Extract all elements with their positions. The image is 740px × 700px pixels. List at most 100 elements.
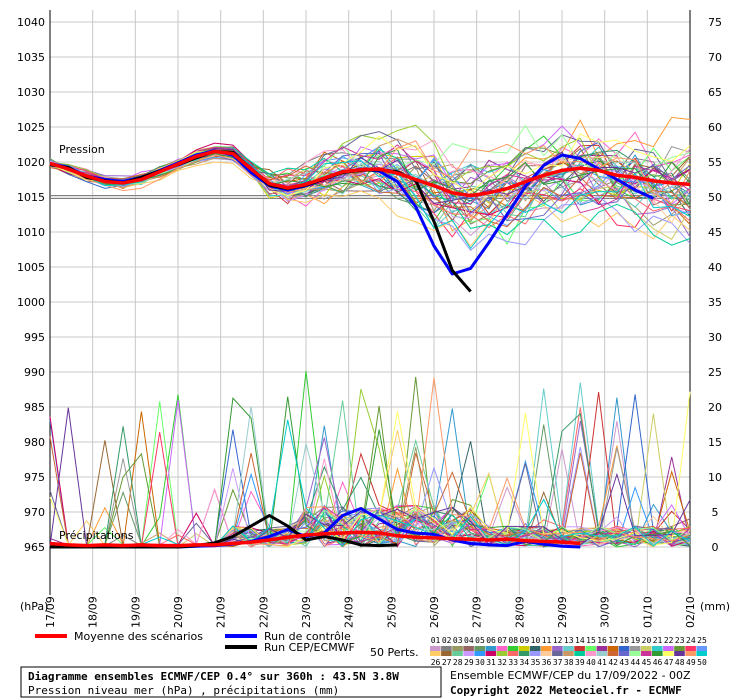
right-tick-label: 45 (708, 226, 722, 239)
member-color-cell (652, 646, 663, 651)
member-number: 20 (642, 636, 652, 645)
right-tick-label: 60 (708, 121, 722, 134)
member-number: 49 (686, 658, 696, 667)
x-tick-label: 29/09 (556, 596, 569, 628)
member-color-cell (607, 646, 619, 651)
left-tick-label: 975 (24, 471, 45, 484)
member-number: 04 (464, 636, 474, 645)
right-tick-label: 35 (708, 296, 722, 309)
member-number: 47 (664, 658, 674, 667)
member-number: 08 (508, 636, 518, 645)
x-tick-label: 26/09 (428, 596, 441, 628)
x-tick-label: 02/10 (684, 596, 697, 628)
left-tick-label: 1035 (17, 51, 45, 64)
member-color-cell (596, 651, 608, 656)
right-tick-label: 30 (708, 331, 722, 344)
member-number: 19 (631, 636, 641, 645)
member-color-cell (696, 651, 707, 656)
member-precip-line (49, 376, 691, 547)
right-tick-label: 50 (708, 191, 722, 204)
member-number: 24 (686, 636, 696, 645)
left-axis-unit: (hPa) (20, 600, 48, 613)
member-color-cell (563, 651, 574, 656)
member-number: 27 (442, 658, 452, 667)
member-pressure-line (49, 124, 691, 197)
member-number: 43 (619, 658, 629, 667)
member-number: 32 (497, 658, 507, 667)
left-tick-label: 1040 (17, 16, 45, 29)
right-tick-label: 25 (708, 366, 722, 379)
member-color-cell (552, 646, 563, 651)
member-color-cell (430, 646, 441, 651)
right-tick-label: 40 (708, 261, 722, 274)
member-color-cell (552, 651, 563, 656)
left-tick-label: 1025 (17, 121, 45, 134)
member-color-cell (674, 646, 685, 651)
x-tick-label: 20/09 (172, 596, 185, 628)
right-tick-label: 0 (712, 541, 719, 554)
footer-box (20, 666, 442, 698)
legend-swatch-mean (35, 634, 67, 638)
member-color-cell (430, 651, 441, 656)
member-color-cell (452, 646, 463, 651)
member-color-cell (629, 651, 641, 656)
member-number: 46 (653, 658, 663, 667)
x-tick-label: 17/09 (44, 596, 57, 628)
member-number: 35 (531, 658, 541, 667)
member-number: 38 (564, 658, 574, 667)
main-lines (49, 149, 691, 549)
member-number: 26 (431, 658, 441, 667)
member-color-cell (585, 646, 596, 651)
member-color-cell (541, 651, 552, 656)
member-number: 41 (597, 658, 607, 667)
member-color-cell (685, 646, 696, 651)
member-number: 09 (520, 636, 530, 645)
x-tick-label: 19/09 (129, 596, 142, 628)
member-color-cell (663, 646, 674, 651)
member-number: 39 (575, 658, 585, 667)
member-number: 33 (508, 658, 518, 667)
member-color-cell (574, 651, 585, 656)
member-number: 34 (520, 658, 530, 667)
member-number: 01 (431, 636, 441, 645)
member-color-cell (640, 646, 652, 651)
left-tick-label: 970 (24, 506, 45, 519)
member-number: 21 (653, 636, 663, 645)
member-number: 03 (453, 636, 463, 645)
x-tick-label: 27/09 (471, 596, 484, 628)
member-number: 12 (553, 636, 563, 645)
footer-subtitle: Pression niveau mer (hPa) , précipitatio… (28, 684, 339, 697)
member-number: 15 (586, 636, 596, 645)
footer-title: Diagramme ensembles ECMWF/CEP 0.4° sur 3… (28, 670, 399, 683)
member-number: 14 (575, 636, 585, 645)
member-color-cell (518, 646, 530, 651)
member-number: 50 (697, 658, 707, 667)
member-color-cell (463, 651, 474, 656)
member-color-cell (618, 646, 630, 651)
member-color-grid: 01 02 03 04 05 06 07 08 09 10 11 12 13 14 15 16 17 18 19 20… (430, 636, 707, 667)
member-color-cell (529, 646, 541, 651)
member-color-cell (441, 646, 452, 651)
member-number: 48 (675, 658, 685, 667)
member-number: 31 (486, 658, 496, 667)
member-number: 16 (597, 636, 607, 645)
member-number: 13 (564, 636, 574, 645)
legend: Moyenne des scénarios Run de contrôle Ru… (35, 630, 707, 667)
member-color-cell (496, 651, 508, 656)
member-number: 30 (475, 658, 485, 667)
member-color-cell (674, 651, 685, 656)
x-tick-label: 18/09 (87, 596, 100, 628)
right-tick-label: 15 (708, 436, 722, 449)
member-color-cell (696, 646, 707, 651)
run-info: Ensemble ECMWF/CEP du 17/09/2022 - 00Z (450, 669, 691, 682)
member-number: 11 (542, 636, 552, 645)
member-color-cell (596, 646, 608, 651)
member-color-cell (663, 651, 674, 656)
member-number: 45 (642, 658, 652, 667)
members-label: 50 Perts. (370, 646, 419, 659)
copyright: Copyright 2022 Meteociel.fr - ECMWF (450, 684, 682, 697)
x-axis: 17/09 18/09 19/09 20/09 21/09 22/09 23/09 24/09… (44, 596, 697, 628)
legend-label-mean: Moyenne des scénarios (74, 630, 203, 643)
